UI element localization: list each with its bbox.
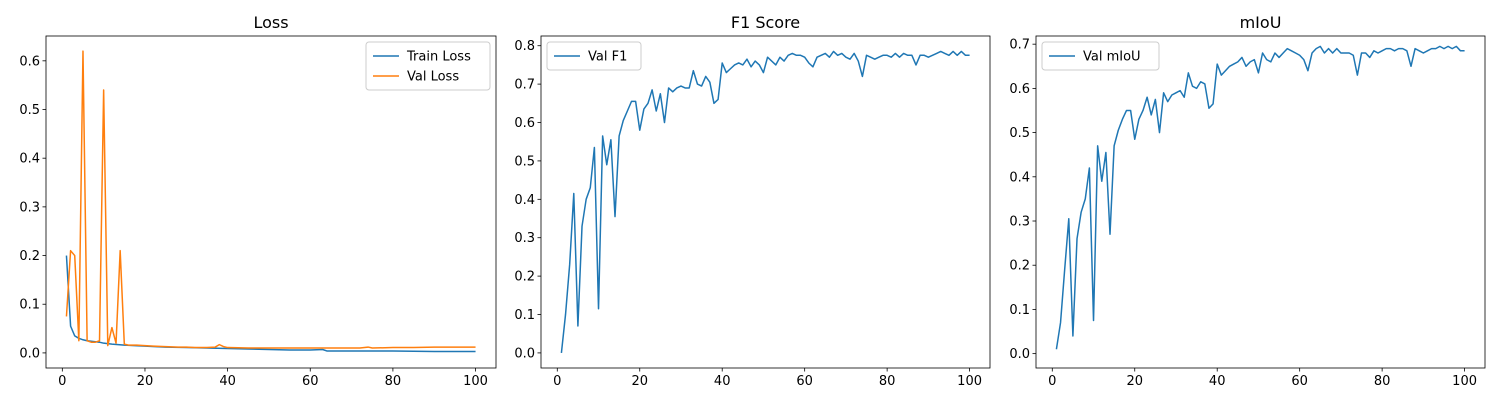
series-line — [65, 50, 476, 349]
x-tick-label: 20 — [1126, 374, 1143, 389]
y-tick-label: 0.2 — [19, 249, 40, 264]
series-line — [1055, 45, 1465, 350]
y-tick-label: 0.0 — [1009, 347, 1030, 362]
legend-label: Train Loss — [406, 50, 471, 65]
x-tick-label: 40 — [219, 374, 236, 389]
legend: Train Loss Val Loss — [365, 41, 491, 91]
legend-box — [365, 41, 491, 91]
x-tick-label: 60 — [1291, 374, 1308, 389]
y-tick-label: 0.3 — [1009, 215, 1030, 230]
x-tick-label: 80 — [1374, 374, 1391, 389]
subplot-1: Loss 0 20 40 60 80 100 0.0 0.1 0.2 0.3 0.4 0.5 0.6 Tra… — [19, 13, 497, 389]
y-tick-label: 0.4 — [19, 152, 40, 167]
x-tick-label: 80 — [879, 374, 896, 389]
legend: Val F1 — [546, 41, 642, 71]
x-tick-label: 100 — [957, 374, 982, 389]
legend-box — [1041, 41, 1160, 71]
series-line — [560, 50, 970, 353]
series-line — [65, 255, 476, 353]
x-tick-label: 40 — [714, 374, 731, 389]
axes-frame — [540, 35, 991, 369]
y-tick-label: 0.4 — [514, 193, 535, 208]
y-tick-label: 0.1 — [19, 298, 40, 313]
x-tick-label: 100 — [463, 374, 488, 389]
legend-label: Val F1 — [588, 50, 627, 65]
x-tick-label: 60 — [302, 374, 319, 389]
subplot-2: F1 Score 0 20 40 60 80 100 0.0 0.1 0.2 0.3 0.4 0.5 0.… — [514, 13, 991, 389]
axes-frame — [45, 35, 497, 369]
y-tick-label: 0.6 — [19, 54, 40, 69]
y-tick-label: 0.8 — [514, 39, 535, 54]
y-tick-label: 0.2 — [514, 270, 535, 285]
y-tick-label: 0.5 — [514, 154, 535, 169]
x-tick-label: 100 — [1452, 374, 1477, 389]
y-tick-label: 0.7 — [514, 78, 535, 93]
y-tick-label: 0.5 — [1009, 126, 1030, 141]
y-tick-label: 0.0 — [19, 346, 40, 361]
x-tick-label: 80 — [385, 374, 402, 389]
y-tick-label: 0.3 — [19, 200, 40, 215]
y-tick-label: 0.4 — [1009, 170, 1030, 185]
y-tick-label: 0.6 — [1009, 82, 1030, 97]
axes-frame — [1035, 35, 1486, 369]
x-tick-label: 60 — [796, 374, 813, 389]
y-tick-label: 0.6 — [514, 116, 535, 131]
legend: Val mIoU — [1041, 41, 1160, 71]
legend-label: Val mIoU — [1083, 50, 1141, 65]
x-tick-label: 0 — [58, 374, 66, 389]
subplot-title: F1 Score — [731, 13, 800, 32]
legend-label: Val Loss — [407, 70, 459, 85]
y-tick-label: 0.5 — [19, 103, 40, 118]
x-tick-label: 40 — [1209, 374, 1226, 389]
y-tick-label: 0.2 — [1009, 259, 1030, 274]
y-tick-label: 0.1 — [514, 308, 535, 323]
x-tick-label: 20 — [631, 374, 648, 389]
subplot-title: mIoU — [1240, 13, 1282, 32]
y-tick-label: 0.1 — [1009, 303, 1030, 318]
subplot-title: Loss — [253, 13, 288, 32]
legend-box — [546, 41, 642, 71]
x-tick-label: 0 — [1048, 374, 1056, 389]
x-tick-label: 0 — [553, 374, 561, 389]
x-tick-label: 20 — [137, 374, 154, 389]
subplot-3: mIoU 0 20 40 60 80 100 0.0 0.1 0.2 0.3 0.4 0.5 0.6 0.7… — [1009, 13, 1486, 389]
y-tick-label: 0.7 — [1009, 38, 1030, 53]
y-tick-label: 0.0 — [514, 346, 535, 361]
y-tick-label: 0.3 — [514, 231, 535, 246]
